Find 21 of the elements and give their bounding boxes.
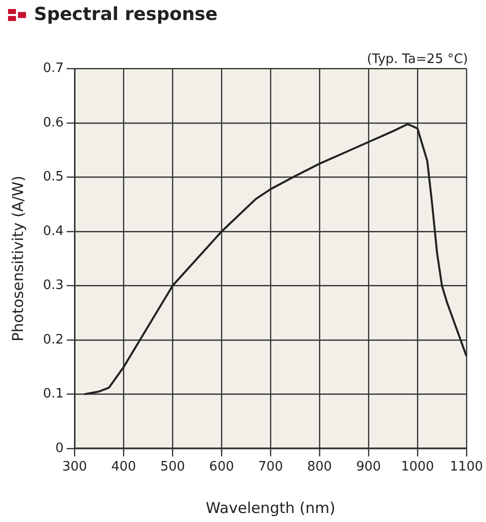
x-tick-label: 1100 [450,460,484,475]
y-tick-label: 0 [55,440,64,456]
x-axis-title: Wavelength (nm) [206,498,336,517]
y-tick-label: 0.2 [42,332,64,348]
x-tick-label: 600 [209,460,234,475]
y-tick-label: 0.6 [42,115,64,130]
y-tick-label: 0.7 [42,61,64,76]
y-tick-label: 0.5 [42,170,64,185]
x-tick-label: 1000 [400,460,434,475]
x-tick-label: 400 [111,460,136,475]
y-tick-label: 0.1 [42,386,64,402]
x-tick-label: 500 [160,460,186,475]
x-tick-label: 300 [62,460,88,475]
y-axis-title: Photosensitivity (A/W) [8,176,27,342]
chart-title: Spectral response [34,4,218,25]
x-tick-label: 900 [356,460,381,475]
text: (Typ. Ta=25 °C) [366,52,468,67]
x-tick-label: 800 [307,460,332,475]
y-tick-label: 0.4 [42,224,64,239]
y-tick-label: 0.3 [42,278,64,294]
x-tick-label: 700 [258,460,283,475]
